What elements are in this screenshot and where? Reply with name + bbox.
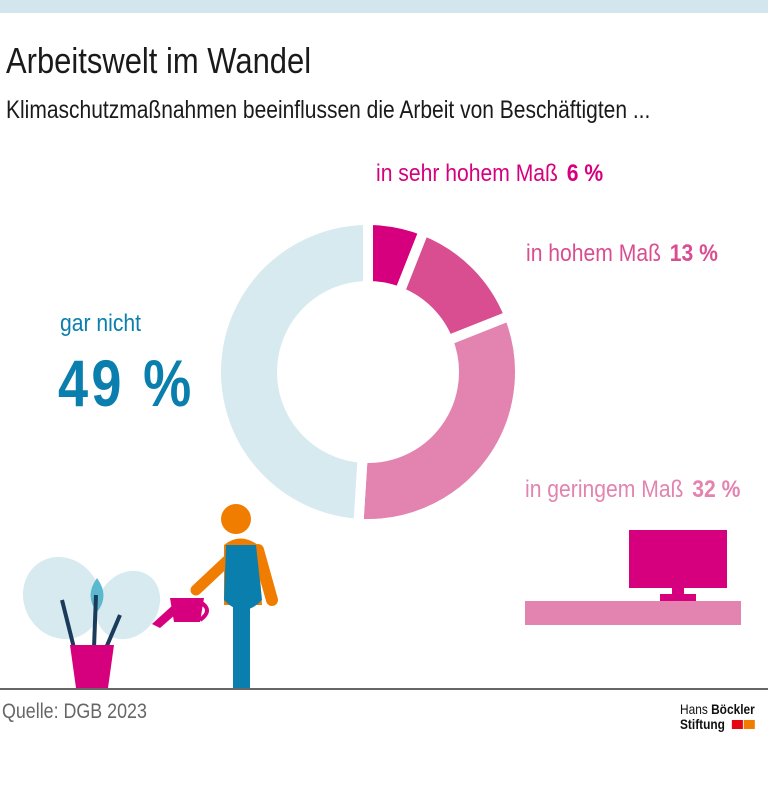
- baseline: [0, 688, 768, 690]
- logo-text: Hans: [680, 701, 708, 717]
- source-note: Quelle: DGB 2023: [2, 700, 147, 723]
- plant-illustration: [22, 556, 161, 688]
- label-sehr-hohem: in sehr hohem Maß 6 %: [376, 160, 603, 188]
- label-hohem: in hohem Maß 13 %: [526, 240, 718, 268]
- slice-value: 6 %: [566, 160, 604, 187]
- logo-square-red: [731, 720, 743, 729]
- logo-square-orange: [743, 720, 755, 729]
- page-subtitle: Klimaschutzmaßnahmen beeinflussen die Ar…: [6, 96, 651, 124]
- slice-label: in sehr hohem Maß: [376, 160, 558, 187]
- label-geringem: in geringem Maß 32 %: [525, 476, 740, 504]
- slice-label: in hohem Maß: [526, 240, 661, 267]
- top-bar: [0, 0, 768, 13]
- label-gar-nicht: gar nicht: [60, 310, 142, 337]
- slice-label: in geringem Maß: [525, 476, 684, 503]
- donut-slice-2: [353, 309, 525, 529]
- value-gar-nicht: 49 %: [58, 346, 195, 420]
- donut-slice-3: [211, 214, 373, 530]
- desk-illustration: [525, 530, 741, 625]
- logo-text: Stiftung: [680, 716, 725, 732]
- hans-boeckler-logo: Hans Böckler Stiftung: [680, 702, 755, 732]
- page-title: Arbeitswelt im Wandel: [6, 40, 312, 81]
- slice-value: 32 %: [692, 476, 741, 503]
- logo-text: Böckler: [711, 701, 755, 717]
- gardener-illustration: [152, 504, 278, 688]
- slice-value: 13 %: [669, 240, 718, 267]
